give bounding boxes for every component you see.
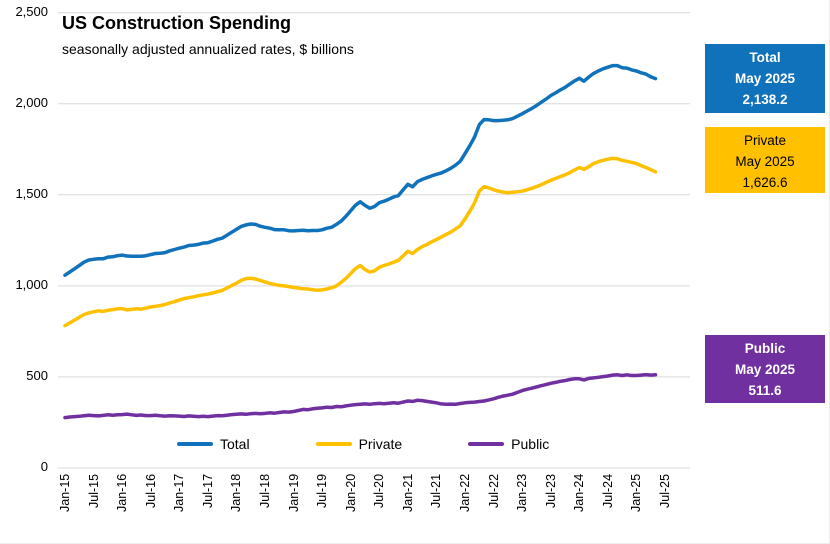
- x-tick-label: Jan-24: [572, 474, 587, 513]
- callout-private: Private May 2025 1,626.6: [705, 127, 825, 193]
- x-tick-label: Jul-21: [429, 474, 444, 509]
- callout-date: May 2025: [735, 154, 795, 169]
- y-tick-label: 2,500: [15, 3, 48, 19]
- x-tick-label: Jul-19: [315, 474, 330, 509]
- x-tick-label: Jan-22: [457, 474, 472, 513]
- x-tick-label: Jul-15: [86, 474, 101, 509]
- x-tick-label: Jan-16: [115, 474, 130, 513]
- legend: Total Private Public: [177, 436, 549, 452]
- x-tick-label: Jan-19: [286, 474, 301, 513]
- legend-item-total: Total: [177, 436, 250, 452]
- x-tick-label: Jul-25: [657, 474, 672, 509]
- x-tick-label: Jan-23: [515, 474, 530, 513]
- chart-subtitle: seasonally adjusted annualized rates, $ …: [62, 41, 354, 57]
- x-tick-label: Jan-18: [229, 474, 244, 513]
- x-tick-label: Jul-23: [543, 474, 558, 509]
- series-line-total: [63, 63, 658, 277]
- series-line-public: [63, 372, 658, 420]
- callout-total: Total May 2025 2,138.2: [705, 44, 825, 113]
- y-tick-label: 500: [26, 367, 48, 383]
- callout-public: Public May 2025 511.6: [705, 335, 825, 403]
- legend-item-private: Private: [315, 436, 403, 452]
- callout-date: May 2025: [734, 71, 796, 86]
- y-tick-label: 1,500: [15, 185, 48, 201]
- chart-title: US Construction Spending: [62, 13, 291, 33]
- legend-label: Total: [220, 436, 250, 452]
- legend-label: Public: [511, 436, 550, 452]
- y-tick-label: 0: [40, 459, 48, 474]
- callout-series-name: Private: [743, 133, 787, 148]
- legend-item-public: Public: [468, 436, 549, 452]
- legend-line-swatch: [177, 442, 213, 446]
- x-tick-label: Jan-17: [172, 474, 187, 513]
- callout-value: 2,138.2: [742, 92, 788, 107]
- x-tick-label: Jan-20: [343, 474, 358, 513]
- legend-line-swatch: [315, 442, 352, 446]
- callout-date: May 2025: [734, 362, 796, 377]
- x-tick-label: Jul-16: [143, 474, 158, 509]
- x-tick-label: Jan-15: [58, 474, 72, 513]
- callout-series-name: Total: [749, 50, 781, 65]
- y-tick-label: 1,000: [15, 276, 48, 292]
- x-tick-label: Jul-17: [200, 474, 215, 509]
- x-tick-label: Jul-18: [257, 474, 272, 509]
- legend-line-swatch: [468, 442, 505, 446]
- x-tick-label: Jul-24: [600, 474, 615, 509]
- x-tick-label: Jan-25: [629, 474, 644, 513]
- series-line-private: [63, 156, 658, 328]
- callout-value: 511.6: [748, 383, 782, 398]
- legend-label: Private: [358, 436, 403, 452]
- callout-series-name: Public: [744, 341, 786, 356]
- x-tick-label: Jul-20: [372, 474, 387, 509]
- x-tick-label: Jul-22: [486, 474, 501, 509]
- x-tick-label: Jan-21: [400, 474, 415, 513]
- callout-value: 1,626.6: [742, 175, 788, 190]
- y-tick-label: 2,000: [15, 94, 48, 110]
